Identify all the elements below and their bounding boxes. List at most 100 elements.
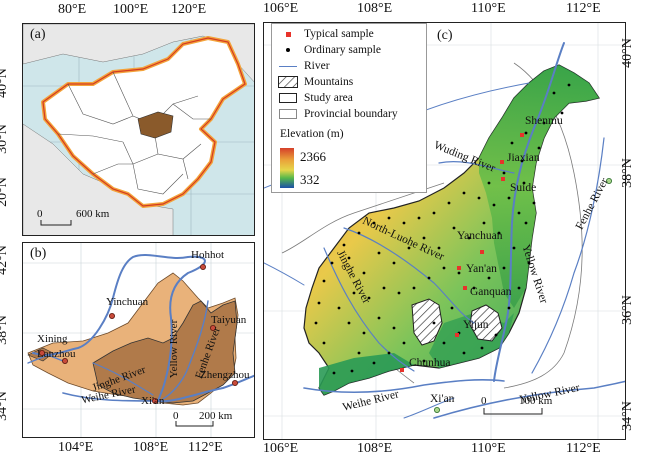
legend-elev-max: 2366 [300, 149, 326, 164]
panel-b-fenhe-river [162, 300, 209, 400]
suide-label: Suide [510, 182, 537, 194]
panel-b-jinghe-river [92, 362, 154, 396]
panel-c-tick-top-1: 108°E [357, 1, 393, 16]
legend: Typical sample Ordinary sample River Mou… [271, 23, 427, 193]
yellow-river-b-label: Yellow River [168, 320, 180, 378]
panel-c-tick-bottom-3: 112°E [566, 441, 601, 456]
legend-elevation-ramp [280, 148, 294, 188]
legend-mountains: Mountains [278, 75, 353, 89]
panel-b-tick-bottom-0: 104°E [58, 440, 94, 455]
yanan-sample [457, 266, 461, 270]
panel-a-label: (a) [30, 27, 46, 42]
fenhe-c-marker [605, 177, 612, 184]
legend-typical-icon [285, 31, 291, 37]
panel-a-tick-left-1: 30°N [0, 124, 11, 154]
legend-elevation-title: Elevation (m) [280, 127, 344, 141]
panel-c-tick-bottom-1: 108°E [357, 441, 393, 456]
jinghe-river-c [323, 247, 415, 372]
xian-c-marker [433, 406, 440, 413]
legend-provincial-icon [279, 109, 297, 119]
panel-b-tick-left-0-text: 42°N [0, 245, 10, 275]
panel-b-scale-zero: 0 [173, 410, 179, 422]
shenmu-label: Shenmu [525, 115, 563, 127]
panel-b-map: (b) Hohhot Yinchuan Xining Lanzhou Taiyu… [22, 242, 255, 438]
ganquan-label: Ganquan [470, 286, 512, 298]
panel-b-svg [23, 243, 254, 437]
panel-b-tick-left-2: 34°N [0, 391, 11, 421]
panel-b-tick-left-2-text: 34°N [0, 391, 10, 421]
panel-a-tick-left-1-text: 30°N [0, 124, 10, 154]
yijun-sample [455, 333, 459, 337]
ganquan-sample [463, 286, 467, 290]
yanchuan-sample [480, 250, 484, 254]
panel-b-tick-left-0: 42°N [0, 245, 11, 275]
legend-ordinary: Ordinary sample [278, 43, 381, 57]
xining-marker [38, 350, 45, 357]
weihe-river-c [303, 379, 505, 394]
legend-river-icon [279, 65, 297, 67]
panel-c-tick-right-1: 38°N [620, 158, 636, 188]
panel-c-tick-top-0: 106°E [263, 1, 299, 16]
zhengzhou-label: Zhengzhou [200, 369, 250, 381]
panel-c-tick-right-0-text: 40°N [619, 38, 635, 68]
xian-c-label: Xi'an [430, 393, 455, 405]
yanchuan-label: Yanchuan [457, 230, 503, 242]
legend-mountains-label: Mountains [304, 76, 354, 88]
legend-ordinary-label: Ordinary sample [304, 44, 381, 56]
legend-river-label: River [304, 60, 330, 72]
mountain-1 [411, 298, 443, 346]
panel-c-map: (c) Typical sample Ordinary sample River… [263, 22, 626, 440]
panel-a-tick-left-2-text: 20°N [0, 177, 10, 207]
yellow-river-c [493, 42, 565, 382]
panel-b-scale-label: 200 km [199, 410, 233, 422]
panel-a-svg [23, 24, 254, 235]
panel-a-map: (a) 0 600 km [22, 23, 255, 236]
panel-a-scale-zero: 0 [37, 208, 43, 220]
yinchuan-marker [109, 313, 116, 320]
yellow-river-south-c [433, 380, 625, 419]
fenhe-river-c [531, 137, 605, 374]
panel-a-tick-top-0: 80°E [58, 2, 87, 17]
study-area-a [137, 111, 174, 139]
panel-c-tick-right-2-text: 36°N [619, 295, 635, 325]
panel-b-weihe-river [62, 392, 159, 402]
legend-study-area-label: Study area [304, 92, 353, 104]
panel-a-tick-left-2: 20°N [0, 177, 11, 207]
legend-ordinary-icon [286, 48, 290, 52]
legend-study-area: Study area [278, 91, 353, 105]
yijun-label: Yijun [463, 319, 489, 331]
panel-c-tick-right-1-text: 38°N [619, 158, 635, 188]
chunhua-sample [400, 368, 404, 372]
panel-c-tick-right-0: 40°N [620, 38, 636, 68]
panel-c-tick-right-3-text: 34°N [619, 401, 635, 431]
legend-mountains-icon [278, 76, 298, 88]
panel-c-tick-bottom-0: 106°E [263, 441, 299, 456]
panel-a-tick-top-2: 120°E [171, 2, 207, 17]
panel-c-scale-zero: 0 [481, 395, 487, 407]
panel-b-tick-left-1: 38°N [0, 315, 11, 345]
lanzhou-marker [62, 358, 69, 365]
yellow-river-b-text: Yellow River [168, 319, 181, 379]
yanan-label: Yan'an [466, 263, 497, 275]
panel-b-yellow-river [32, 254, 254, 403]
panel-c-tick-top-2: 110°E [471, 1, 506, 16]
panel-b-tick-bottom-1: 108°E [133, 440, 169, 455]
xian-b-label: Xi'an [141, 395, 165, 407]
wuding-river-c [438, 161, 515, 174]
legend-river: River [278, 59, 330, 73]
suide-sample [501, 177, 505, 181]
panel-c-tick-top-3: 112°E [566, 1, 601, 16]
taiyuan-marker [209, 325, 216, 332]
panel-c-tick-right-2: 36°N [620, 295, 636, 325]
zhengzhou-marker [231, 379, 238, 386]
legend-provincial-label: Provincial boundary [304, 108, 398, 120]
chunhua-label: Chunhua [409, 357, 451, 369]
legend-provincial: Provincial boundary [278, 107, 398, 121]
panel-a-tick-left-0: 40°N [0, 68, 11, 98]
lanzhou-label: Lanzhou [37, 348, 76, 360]
taiyuan-label: Taiyuan [211, 314, 247, 326]
panel-b-tick-bottom-2: 112°E [188, 440, 223, 455]
panel-c-tick-right-3: 34°N [620, 401, 636, 431]
jiaxian-label: Jiaxian [507, 152, 540, 164]
north-luohe-river-c [343, 227, 475, 324]
